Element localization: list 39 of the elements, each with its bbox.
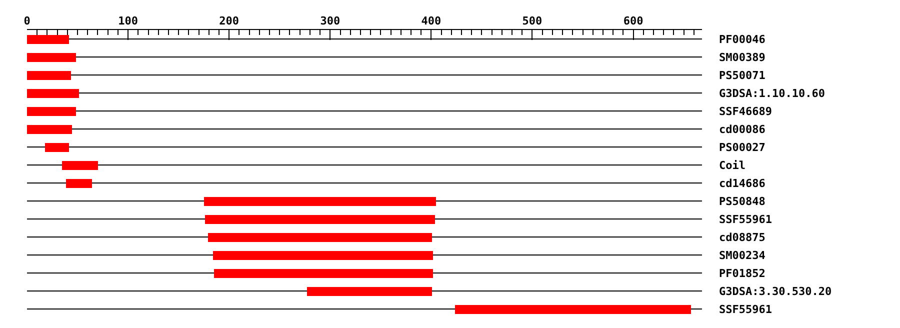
x-tick-label: 0 (24, 14, 30, 28)
y-tick-label: SSF46689 (719, 104, 772, 118)
y-tick-label: cd14686 (719, 176, 766, 190)
y-tick-label: SSF55961 (719, 212, 772, 226)
bar (45, 143, 69, 152)
bar (204, 197, 436, 206)
y-tick-label: PF01852 (719, 266, 766, 280)
bar (205, 215, 435, 224)
bar (455, 305, 691, 314)
x-tick-label: 600 (623, 14, 644, 28)
y-tick-label: G3DSA:1.10.10.60 (719, 86, 825, 100)
y-tick-label: G3DSA:3.30.530.20 (719, 284, 832, 298)
bar (27, 35, 69, 44)
x-tick-label: 100 (118, 14, 138, 28)
y-tick-label: cd08875 (719, 230, 766, 244)
bar (27, 53, 76, 62)
x-tick-label: 500 (522, 14, 542, 28)
x-tick-label: 300 (320, 14, 340, 28)
y-tick-label: Coil (719, 158, 746, 172)
bar (27, 71, 71, 80)
bar (208, 233, 432, 242)
y-tick-label: SSF55961 (719, 302, 772, 316)
y-tick-label: PS00027 (719, 140, 766, 154)
bar (62, 161, 98, 170)
bar (27, 89, 79, 98)
bar (213, 251, 433, 260)
y-tick-label: SM00389 (719, 50, 766, 64)
bar (307, 287, 432, 296)
y-tick-label: PS50848 (719, 194, 766, 208)
y-tick-label: SM00234 (719, 248, 766, 262)
bar (66, 179, 92, 188)
y-tick-label: PF00046 (719, 32, 766, 46)
bar (27, 107, 76, 116)
y-tick-label: PS50071 (719, 68, 766, 82)
x-tick-label: 400 (421, 14, 442, 28)
x-tick-label: 200 (219, 14, 240, 28)
bar (27, 125, 72, 134)
y-tick-label: cd00086 (719, 122, 766, 136)
bar (214, 269, 433, 278)
